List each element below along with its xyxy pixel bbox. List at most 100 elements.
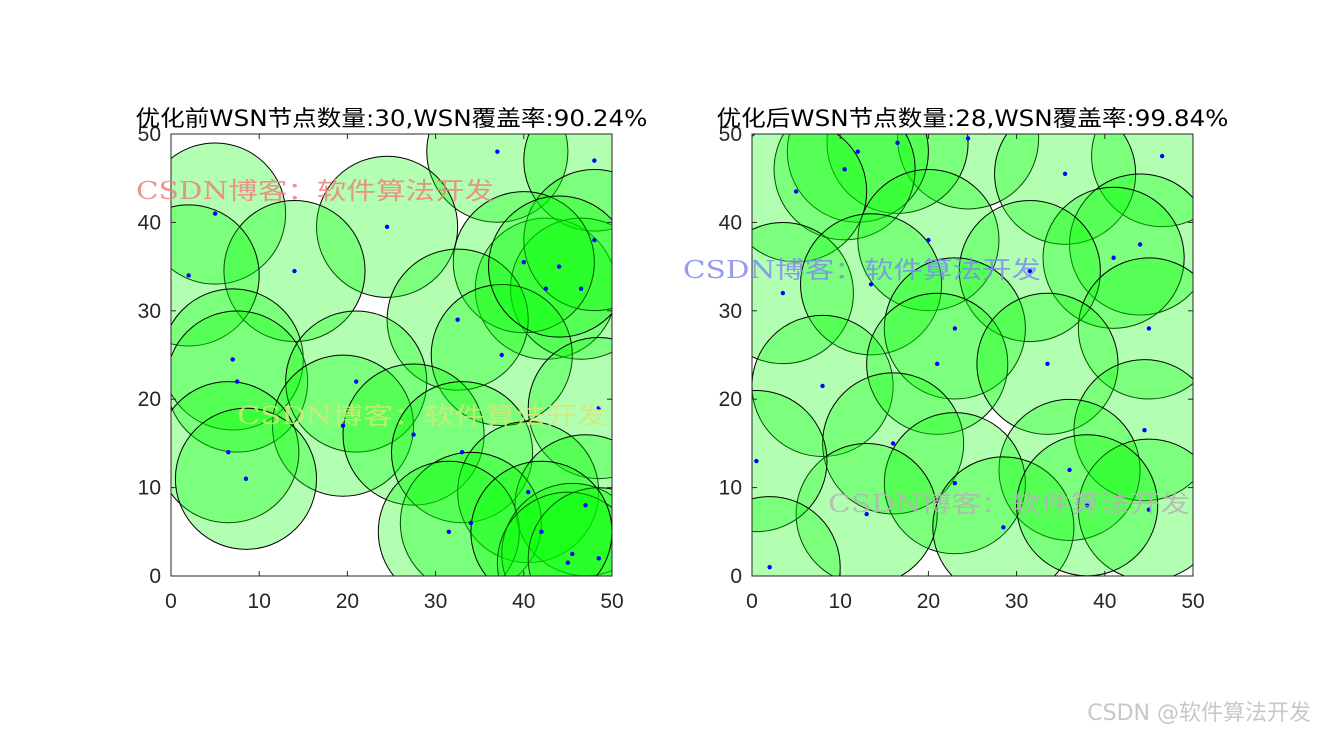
plot-watermark: CSDN博客：软件算法开发 <box>683 256 1041 284</box>
sensor-node <box>543 286 549 291</box>
sensor-node <box>1027 268 1033 274</box>
coverage-circle <box>752 222 854 365</box>
sensor-node <box>340 423 346 428</box>
coverage-circle <box>510 217 612 360</box>
coverage-circle <box>399 451 542 576</box>
coverage-circle <box>426 134 569 223</box>
y-tick-label: 40 <box>138 211 161 234</box>
sensor-node <box>952 480 958 486</box>
x-tick-label: 0 <box>746 590 758 613</box>
sensor-node <box>965 136 971 141</box>
coverage-circle <box>496 491 612 576</box>
x-tick-label: 40 <box>1093 590 1116 613</box>
coverage-circle <box>795 443 938 576</box>
coverage-circle <box>1069 173 1193 316</box>
sensor-node <box>565 560 571 565</box>
x-tick-label: 50 <box>600 590 623 613</box>
sensor-node <box>1159 153 1165 159</box>
sensor-node <box>1146 507 1152 512</box>
coverage-circle <box>527 337 612 480</box>
sensor-node <box>230 357 235 362</box>
y-tick-label: 40 <box>719 211 742 234</box>
sensor-node <box>952 326 958 331</box>
x-tick-label: 50 <box>1181 590 1204 613</box>
sensor-node <box>499 352 504 358</box>
coverage-circle <box>1091 134 1193 228</box>
watermark-layer: CSDN博客：软件算法开发 CSDN博客：软件算法开发 CSDN博客：软件算法开发 C… <box>136 177 1190 518</box>
sensor-node <box>570 551 575 557</box>
subplot-after-optimization: 0 10 20 30 40 5001020304050优化后WSN节点数量:28,WSN覆… <box>717 107 1229 613</box>
sensor-node <box>780 290 786 296</box>
sensor-node <box>526 489 531 495</box>
coverage-circle <box>470 460 612 576</box>
coverage-circle <box>523 134 612 232</box>
subplot-before-optimization: 0 10 20 30 40 5001020304050优化前WSN节点数量:30,WSN覆… <box>136 107 648 613</box>
coverage-circle <box>773 134 916 241</box>
y-tick-label: 20 <box>138 388 161 411</box>
sensor-node <box>468 520 474 526</box>
sensor-node <box>539 529 544 534</box>
coverage-circle <box>1073 359 1193 502</box>
x-tick-label: 20 <box>917 590 940 613</box>
coverage-circle <box>932 456 1075 576</box>
x-tick-label: 10 <box>248 590 271 613</box>
sensor-node <box>868 282 874 287</box>
sensor-node <box>292 268 297 274</box>
chart-title: 优化后WSN节点数量:28,WSN覆盖率:99.84% <box>717 107 1229 132</box>
y-tick-label: 0 <box>149 565 161 588</box>
y-tick-label: 10 <box>138 477 161 500</box>
sensor-node <box>455 317 460 322</box>
sensor-node <box>1084 503 1090 508</box>
sensor-node <box>1146 326 1152 331</box>
plot-frame <box>751 133 1194 577</box>
y-tick-label: 0 <box>730 565 742 588</box>
sensor-node <box>890 441 896 446</box>
x-tick-label: 30 <box>424 590 447 613</box>
sensor-node <box>596 556 601 561</box>
sensor-node <box>212 211 218 216</box>
sensor-node <box>384 224 390 230</box>
x-tick-label: 40 <box>512 590 535 613</box>
sensor-node <box>1062 171 1068 176</box>
sensor-nodes <box>754 136 1165 570</box>
coverage-circle <box>897 134 1040 210</box>
plot-watermark: CSDN博客：软件算法开发 <box>136 177 494 205</box>
y-tick-label: 50 <box>719 123 742 146</box>
sensor-nodes <box>186 149 601 565</box>
sensor-node <box>354 379 359 384</box>
sensor-node <box>935 361 940 367</box>
coverage-circle <box>523 169 612 312</box>
y-tick-label: 30 <box>719 300 742 323</box>
plot-watermark: CSDN博客：软件算法开发 <box>828 490 1190 518</box>
sensor-node <box>459 450 465 455</box>
plot-background <box>752 134 1193 576</box>
sensor-node <box>243 476 249 481</box>
y-tick-label: 10 <box>719 477 742 500</box>
sensor-node <box>767 564 772 570</box>
plot-frame <box>170 133 613 577</box>
y-tick-label: 50 <box>138 123 161 146</box>
sensor-node <box>1045 361 1050 367</box>
sensor-node <box>842 167 847 172</box>
sensor-node <box>596 405 601 411</box>
sensor-node <box>855 149 861 154</box>
sensor-node <box>578 286 584 291</box>
sensor-node <box>1111 255 1116 260</box>
sensor-node <box>754 458 759 464</box>
y-tick-label: 20 <box>719 388 742 411</box>
sensor-node <box>226 450 231 455</box>
coverage-circle <box>1077 257 1193 400</box>
sensor-node <box>1001 525 1006 530</box>
x-tick-label: 30 <box>1005 590 1028 613</box>
sensor-node <box>592 237 597 243</box>
x-tick-label: 10 <box>829 590 852 613</box>
sensor-node <box>495 149 500 154</box>
sensor-node <box>446 529 452 534</box>
coverage-circle <box>488 195 612 338</box>
sensor-node <box>1142 427 1147 433</box>
y-tick-label: 30 <box>138 300 161 323</box>
sensor-node <box>864 511 869 517</box>
coverage-circle <box>171 381 300 524</box>
sensor-node <box>820 383 825 389</box>
